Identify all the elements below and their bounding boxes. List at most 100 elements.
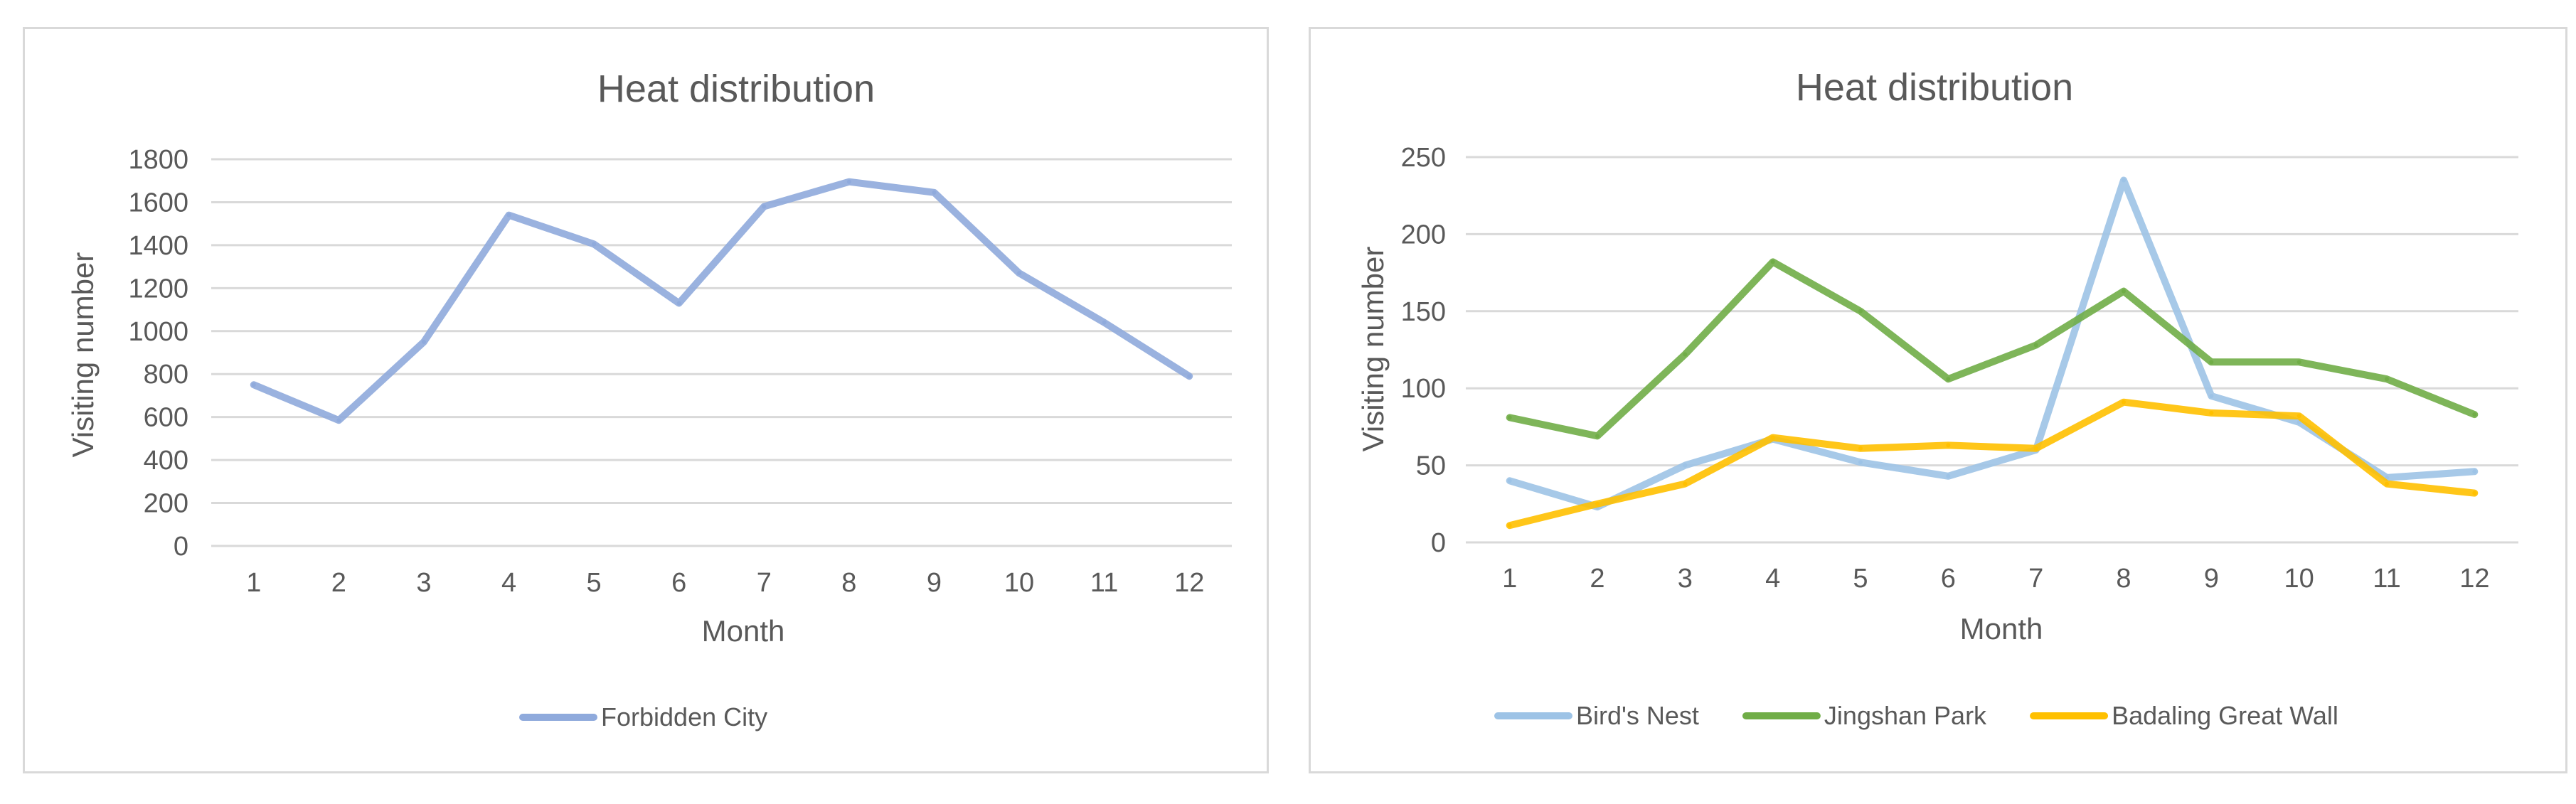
y-axis-label: Visiting number [66, 252, 100, 458]
line-chart-forbidden-city: Heat distribution Month Visiting number … [66, 68, 1232, 731]
data-point [2472, 491, 2477, 495]
data-point [2296, 360, 2301, 365]
y-tick-label: 800 [144, 360, 188, 390]
y-tick-label: 200 [144, 489, 188, 519]
data-point [506, 213, 511, 218]
data-point [2472, 412, 2477, 417]
data-point [592, 242, 597, 247]
data-point [762, 204, 767, 209]
data-point [1683, 481, 1688, 486]
data-point [336, 418, 341, 423]
y-tick-label: 100 [1401, 374, 1446, 404]
legend-label-forbidden-city: Forbidden City [601, 702, 767, 731]
data-point [932, 190, 937, 195]
x-tick-label: 4 [501, 568, 516, 598]
data-point [2122, 178, 2126, 183]
series-line-badaling-great-wall [1506, 398, 2479, 530]
x-tick-label: 11 [1090, 568, 1118, 598]
y-tick-label: 200 [1401, 220, 1446, 250]
data-point [676, 301, 681, 306]
chart-panel-forbidden-city: Heat distribution Month Visiting number … [23, 27, 1269, 773]
data-point [1946, 473, 1951, 478]
data-point [1595, 501, 1600, 506]
data-point [1946, 377, 1951, 382]
legend-label-badaling-great-wall: Badaling Great Wall [2112, 701, 2338, 730]
legend-label-bird-s-nest: Bird's Nest [1576, 701, 1699, 730]
y-tick-label: 1200 [128, 274, 188, 304]
data-point [1507, 523, 1512, 528]
y-tick-label: 0 [1431, 528, 1446, 558]
x-tick-label: 1 [1502, 564, 1517, 594]
data-point [1858, 309, 1863, 313]
data-point [1770, 259, 1775, 264]
series-line-bird-s-nest [1506, 176, 2479, 511]
x-tick-label: 9 [2204, 564, 2219, 594]
data-point [2209, 394, 2214, 399]
data-point [2385, 481, 2389, 486]
x-tick-label: 8 [841, 568, 856, 598]
data-point [1683, 352, 1688, 357]
x-tick-label: 2 [1590, 564, 1604, 594]
x-tick-label: 7 [2028, 564, 2043, 594]
x-axis-label: Month [1960, 612, 2043, 645]
data-point [421, 339, 426, 344]
data-point [1187, 374, 1192, 379]
data-point [2209, 410, 2214, 415]
x-tick-label: 8 [2116, 564, 2131, 594]
data-point [2122, 289, 2126, 294]
line-chart-other-sites: Heat distribution Month Visiting number … [1356, 66, 2518, 730]
data-point [251, 382, 256, 387]
chart-title: Heat distribution [597, 68, 875, 110]
y-tick-label: 250 [1401, 143, 1446, 173]
data-point [1595, 434, 1600, 439]
data-point [1507, 478, 1512, 483]
data-point [2472, 469, 2477, 474]
y-tick-label: 1600 [128, 188, 188, 218]
data-point [1507, 415, 1512, 420]
data-point [2033, 343, 2038, 348]
x-tick-label: 12 [2459, 564, 2489, 594]
x-tick-label: 6 [671, 568, 686, 598]
x-tick-label: 1 [246, 568, 261, 598]
series-line-jingshan-park [1506, 258, 2479, 440]
x-tick-label: 9 [927, 568, 942, 598]
data-point [2209, 360, 2214, 365]
x-tick-label: 3 [416, 568, 431, 598]
chart-panel-other-sites: Heat distribution Month Visiting number … [1309, 27, 2567, 773]
x-tick-label: 11 [2373, 564, 2400, 594]
x-tick-label: 6 [1941, 564, 1956, 594]
y-tick-label: 400 [144, 446, 188, 476]
data-point [1858, 460, 1863, 465]
data-point [2122, 400, 2126, 404]
chart-title: Heat distribution [1796, 66, 2073, 109]
y-tick-label: 600 [144, 403, 188, 433]
x-tick-label: 10 [1004, 568, 1034, 598]
y-tick-label: 1000 [128, 317, 188, 347]
data-point [846, 179, 851, 184]
legend-label-jingshan-park: Jingshan Park [1824, 701, 1987, 730]
x-tick-label: 10 [2284, 564, 2314, 594]
y-tick-label: 1800 [128, 145, 188, 175]
x-tick-label: 4 [1765, 564, 1780, 594]
data-point [1017, 271, 1022, 276]
x-tick-label: 5 [1853, 564, 1868, 594]
x-axis-label: Month [702, 614, 785, 648]
data-point [1102, 320, 1107, 325]
data-point [2296, 414, 2301, 419]
data-point [1946, 443, 1951, 448]
y-tick-label: 1400 [128, 231, 188, 261]
data-point [1770, 435, 1775, 440]
series-line-forbidden-city [250, 178, 1193, 424]
y-tick-label: 150 [1401, 297, 1446, 327]
x-tick-label: 7 [757, 568, 772, 598]
x-tick-label: 3 [1678, 564, 1693, 594]
y-axis-label: Visiting number [1356, 247, 1390, 452]
y-tick-label: 0 [174, 532, 188, 562]
data-point [2385, 377, 2389, 382]
x-tick-label: 5 [587, 568, 602, 598]
y-tick-label: 50 [1416, 451, 1446, 481]
x-tick-label: 2 [331, 568, 346, 598]
data-point [1858, 446, 1863, 451]
data-point [1683, 463, 1688, 468]
data-point [2033, 446, 2038, 451]
